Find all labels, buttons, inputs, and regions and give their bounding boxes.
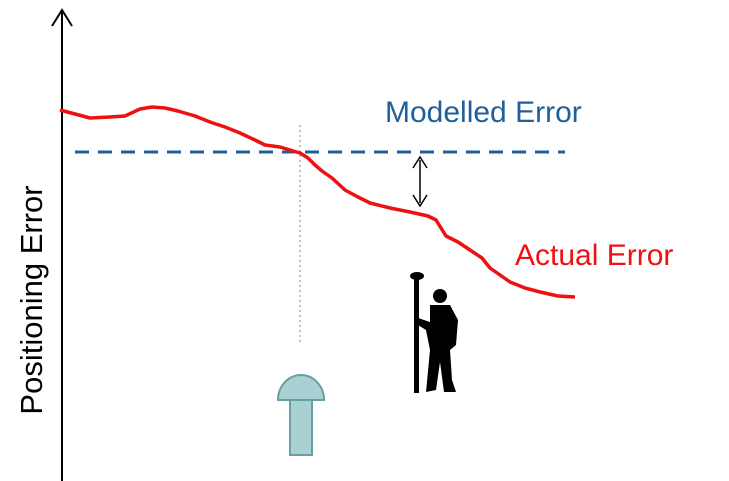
base-station: [278, 375, 324, 455]
diagram: Positioning Error Modelled Error Actual …: [0, 0, 729, 481]
actual-error-label: Actual Error: [515, 239, 673, 272]
modelled-error-label: Modelled Error: [385, 96, 582, 129]
actual-error-line: [60, 107, 575, 297]
surveyor: [410, 272, 458, 393]
page: {"labels": {"y_axis": "Positioning Error…: [0, 0, 729, 481]
y-axis-label: Positioning Error: [14, 185, 49, 414]
